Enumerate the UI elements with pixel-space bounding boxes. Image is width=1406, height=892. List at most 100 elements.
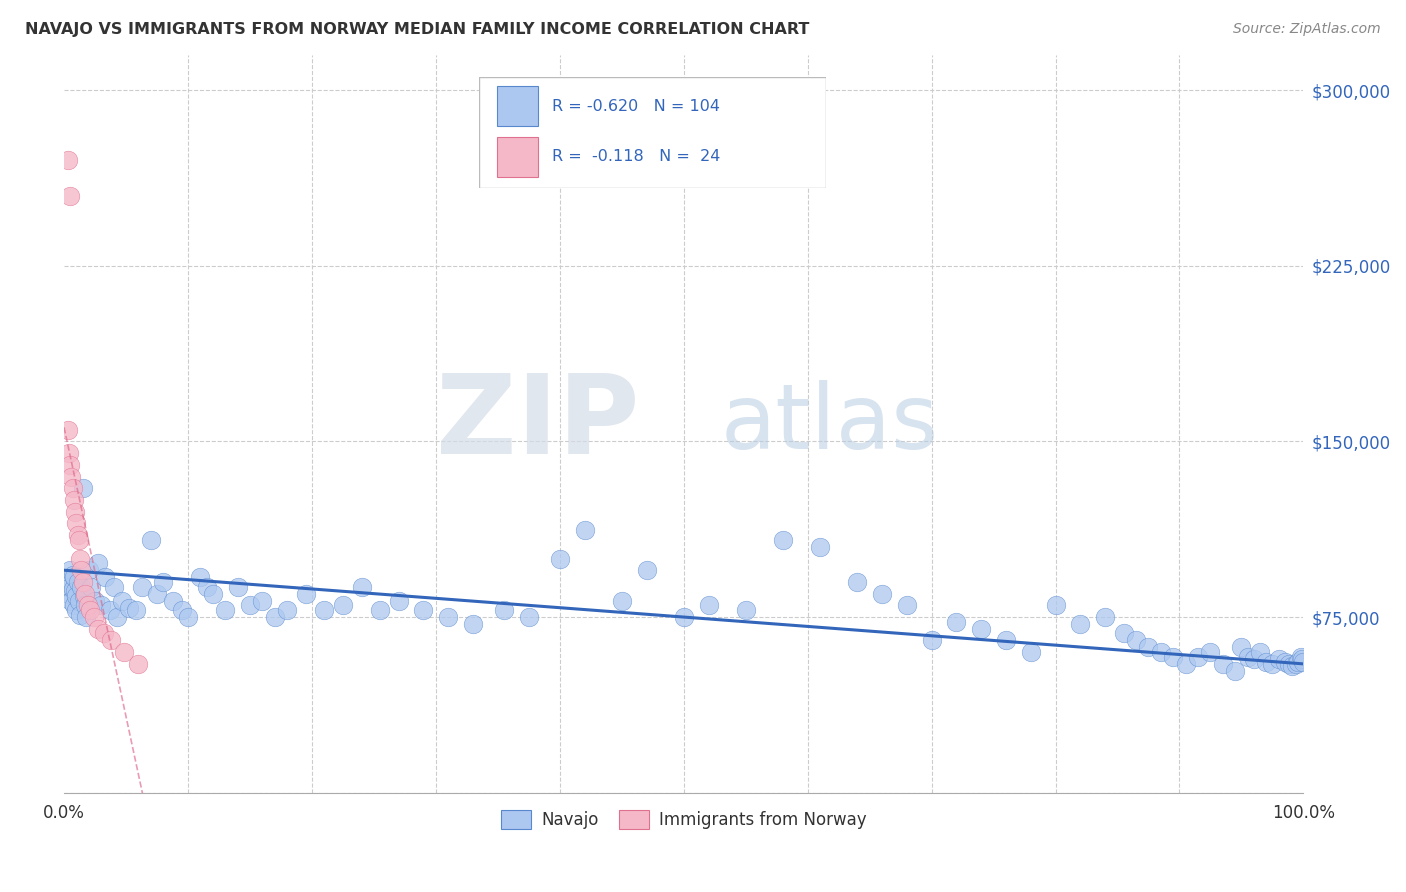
- Point: [1236, 649, 1258, 664]
- Point: [1019, 645, 1042, 659]
- Point: [72, 481, 94, 495]
- Point: [103, 580, 125, 594]
- Point: [127, 657, 149, 671]
- Point: [72, 574, 94, 589]
- Point: [252, 593, 274, 607]
- Point: [1150, 645, 1173, 659]
- Point: [214, 603, 236, 617]
- Point: [1212, 657, 1234, 671]
- Point: [1292, 655, 1315, 669]
- Point: [62, 481, 84, 495]
- Point: [111, 593, 134, 607]
- Point: [56, 574, 79, 589]
- Point: [492, 603, 515, 617]
- Point: [162, 593, 184, 607]
- Point: [66, 528, 89, 542]
- Point: [90, 599, 112, 613]
- Point: [388, 593, 411, 607]
- Point: [1045, 599, 1067, 613]
- Point: [170, 603, 193, 617]
- Point: [56, 153, 79, 168]
- Point: [69, 551, 91, 566]
- Point: [332, 599, 354, 613]
- Point: [1249, 645, 1271, 659]
- Point: [63, 599, 86, 613]
- Point: [60, 469, 83, 483]
- Point: [1137, 640, 1160, 655]
- Point: [1261, 657, 1284, 671]
- Point: [73, 589, 96, 603]
- Point: [70, 563, 93, 577]
- Point: [896, 599, 918, 613]
- Point: [67, 593, 90, 607]
- Point: [86, 622, 108, 636]
- Point: [58, 587, 80, 601]
- Point: [1274, 655, 1296, 669]
- Point: [75, 610, 97, 624]
- Point: [83, 610, 105, 624]
- Point: [412, 603, 434, 617]
- Point: [65, 516, 87, 531]
- Point: [772, 533, 794, 547]
- Legend: Navajo, Immigrants from Norway: Navajo, Immigrants from Norway: [495, 804, 873, 836]
- Text: NAVAJO VS IMMIGRANTS FROM NORWAY MEDIAN FAMILY INCOME CORRELATION CHART: NAVAJO VS IMMIGRANTS FROM NORWAY MEDIAN …: [25, 22, 810, 37]
- Point: [1289, 649, 1312, 664]
- Point: [60, 593, 83, 607]
- Point: [80, 580, 103, 594]
- Point: [870, 587, 893, 601]
- Point: [105, 610, 128, 624]
- Point: [846, 574, 869, 589]
- Point: [1243, 652, 1265, 666]
- Point: [63, 505, 86, 519]
- Point: [65, 589, 87, 603]
- Point: [93, 626, 115, 640]
- Point: [70, 580, 93, 594]
- Point: [945, 615, 967, 629]
- Point: [117, 600, 139, 615]
- Point: [131, 580, 153, 594]
- Point: [1291, 652, 1313, 666]
- Point: [66, 574, 89, 589]
- Point: [67, 533, 90, 547]
- Point: [517, 610, 540, 624]
- Point: [195, 580, 218, 594]
- Point: [59, 188, 82, 202]
- Point: [672, 610, 695, 624]
- Point: [75, 599, 97, 613]
- Point: [574, 524, 596, 538]
- Point: [62, 568, 84, 582]
- Point: [1161, 649, 1184, 664]
- Point: [636, 563, 658, 577]
- Point: [94, 570, 117, 584]
- Point: [1288, 655, 1310, 669]
- Point: [437, 610, 460, 624]
- Point: [1174, 657, 1197, 671]
- Point: [63, 493, 86, 508]
- Point: [1281, 659, 1303, 673]
- Point: [1277, 657, 1299, 671]
- Point: [112, 645, 135, 659]
- Text: ZIP: ZIP: [436, 370, 640, 477]
- Text: Source: ZipAtlas.com: Source: ZipAtlas.com: [1233, 22, 1381, 37]
- Point: [177, 610, 200, 624]
- Point: [921, 633, 943, 648]
- Point: [276, 603, 298, 617]
- Point: [697, 599, 720, 613]
- Point: [62, 582, 84, 596]
- Point: [152, 574, 174, 589]
- Point: [59, 458, 82, 472]
- Point: [350, 580, 373, 594]
- Point: [368, 603, 391, 617]
- Point: [1069, 617, 1091, 632]
- Point: [65, 603, 87, 617]
- Point: [59, 580, 82, 594]
- Point: [808, 540, 831, 554]
- Point: [1199, 645, 1222, 659]
- Point: [1125, 633, 1147, 648]
- Point: [75, 587, 97, 601]
- Point: [226, 580, 249, 594]
- Point: [76, 599, 98, 613]
- Point: [63, 570, 86, 584]
- Point: [125, 603, 148, 617]
- Point: [734, 603, 756, 617]
